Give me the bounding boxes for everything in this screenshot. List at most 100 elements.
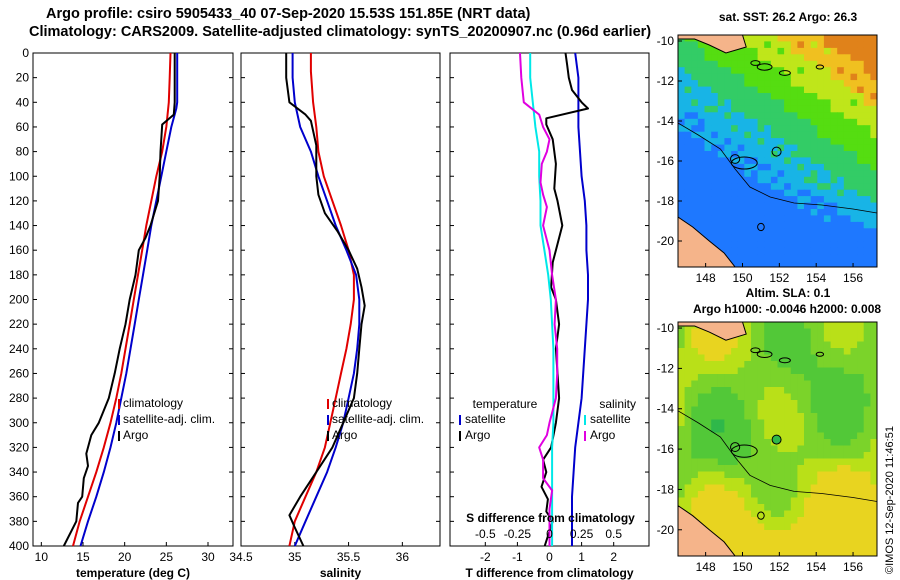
salinity-series-argo [285, 53, 366, 547]
differences-xtick-label: 2 [610, 550, 617, 564]
salinity-difference-axis-label: S difference from climatology [466, 511, 635, 525]
sla-map [677, 321, 878, 557]
sst-map-reef-outline [815, 64, 825, 70]
sst-map-frame [677, 34, 878, 268]
sla-map-reef-outline [815, 351, 825, 357]
sst-map-lon-label: 156 [843, 271, 863, 285]
salinity-xtick-label: 34.5 [229, 550, 253, 564]
temperature-xtick-label: 30 [201, 550, 215, 564]
sst-map [677, 34, 878, 268]
differences-series-salinity-satellite [529, 53, 555, 546]
differences-xlabel: T difference from climatology [465, 566, 633, 580]
temperature-xtick-label: 20 [118, 550, 132, 564]
temperature-legend-argo: Argo [123, 428, 149, 442]
temperature-series-satellite-adj-clim- [79, 53, 179, 547]
differences-frame [449, 52, 650, 547]
sla-map-lon-label: 152 [769, 560, 789, 574]
sla-map-subtitle: Argo h1000: -0.0046 h2000: 0.008 [693, 302, 881, 316]
sst-map-lat-label: -18 [657, 194, 675, 208]
salinity-difference-tick-label: -0.25 [504, 527, 532, 541]
salinity-xtick-label: 35.5 [337, 550, 361, 564]
sla-map-lat-label: -16 [657, 442, 675, 456]
depth-tick-label: 40 [16, 95, 30, 109]
sst-map-reef-outline [756, 63, 773, 71]
depth-tick-label: 200 [9, 293, 29, 307]
sst-map-lat-label: -14 [657, 114, 675, 128]
sla-map-reef-outline [730, 444, 758, 458]
sla-map-lat-label: -18 [657, 482, 675, 496]
figure-title-line2: Climatology: CARS2009. Satellite-adjuste… [29, 24, 652, 40]
differences-xtick-label: -1 [512, 550, 523, 564]
sst-map-field [678, 35, 877, 267]
depth-tick-label: 280 [9, 391, 29, 405]
salinity-xtick-label: 36 [396, 550, 410, 564]
sla-map-lon-label: 156 [843, 560, 863, 574]
salinity-difference-tick-label: 0.5 [605, 527, 622, 541]
diff-legend-salinity-satellite: satellite [590, 412, 631, 426]
depth-tick-label: 360 [9, 490, 29, 504]
sst-map-lon-label: 154 [806, 271, 826, 285]
sst-map-lon-label: 152 [769, 271, 789, 285]
depth-tick-label: 100 [9, 169, 29, 183]
salinity-series-climatology [288, 53, 355, 547]
sst-map-lat-label: -16 [657, 154, 675, 168]
temperature-series-climatology [72, 52, 172, 547]
sla-map-lat-label: -10 [657, 321, 675, 335]
salinity-series-satellite-adj-clim- [291, 53, 361, 547]
temperature-legend-climatology: climatology [123, 396, 183, 410]
salinity-difference-tick-label: 0 [546, 527, 553, 541]
depth-tick-label: 160 [9, 243, 29, 257]
salinity-difference-tick-label: -0.5 [475, 527, 496, 541]
sla-map-land [678, 322, 747, 341]
differences-panel [449, 52, 650, 547]
depth-tick-label: 220 [9, 317, 29, 331]
depth-tick-label: 120 [9, 194, 29, 208]
sst-map-bathymetry-contour [678, 122, 877, 214]
depth-tick-label: 400 [9, 539, 29, 553]
depth-tick-label: 380 [9, 514, 29, 528]
sst-map-lon-label: 150 [732, 271, 752, 285]
temperature-legend-satellite: satellite-adj. clim. [123, 412, 215, 426]
sla-map-reef-outline [750, 347, 761, 354]
figure-title-line1: Argo profile: csiro 5905433_40 07-Sep-20… [46, 6, 531, 22]
differences-xtick-label: -2 [480, 550, 491, 564]
salinity-xlabel: salinity [320, 566, 362, 580]
temperature-xtick-label: 25 [160, 550, 174, 564]
depth-tick-label: 20 [16, 71, 30, 85]
sla-map-land [678, 504, 736, 556]
depth-tick-label: 80 [16, 145, 30, 159]
sst-map-land [678, 35, 747, 54]
salinity-legend-argo: Argo [332, 428, 358, 442]
sst-map-title: sat. SST: 26.2 Argo: 26.3 [719, 10, 858, 24]
diff-legend-salinity-argo: Argo [590, 428, 616, 442]
legend-heading-temperature: temperature [473, 397, 538, 411]
salinity-panel [240, 52, 441, 547]
depth-tick-label: 320 [9, 440, 29, 454]
sst-map-lat-label: -20 [657, 234, 675, 248]
salinity-legend-climatology: climatology [332, 396, 392, 410]
differences-series-temperature-satellite [571, 52, 589, 546]
sla-map-reef-outline [756, 350, 773, 358]
sla-map-reef-outline [730, 442, 741, 452]
sla-map-field [678, 322, 877, 556]
depth-tick-label: 340 [9, 465, 29, 479]
sla-map-lat-label: -12 [657, 361, 675, 375]
sla-map-lon-label: 150 [732, 560, 752, 574]
sst-map-reef-outline [778, 70, 791, 76]
depth-tick-label: 260 [9, 366, 29, 380]
salinity-xtick-label: 35 [288, 550, 302, 564]
sla-map-lat-label: -20 [657, 523, 675, 537]
salinity-difference-tick-label: 0.25 [570, 527, 594, 541]
depth-tick-label: 60 [16, 120, 30, 134]
temperature-xtick-label: 10 [35, 550, 49, 564]
depth-tick-label: 140 [9, 219, 29, 233]
sla-map-title: Altim. SLA: 0.1 [746, 286, 831, 300]
sst-map-land [678, 216, 736, 267]
sst-map-lat-label: -10 [657, 34, 675, 48]
depth-tick-label: 240 [9, 342, 29, 356]
sla-map-frame [677, 321, 878, 557]
temperature-panel [32, 52, 234, 547]
sla-map-reef-outline [757, 511, 765, 520]
differences-series-salinity-argo [519, 52, 559, 546]
sla-map-reef-outline [778, 357, 791, 364]
